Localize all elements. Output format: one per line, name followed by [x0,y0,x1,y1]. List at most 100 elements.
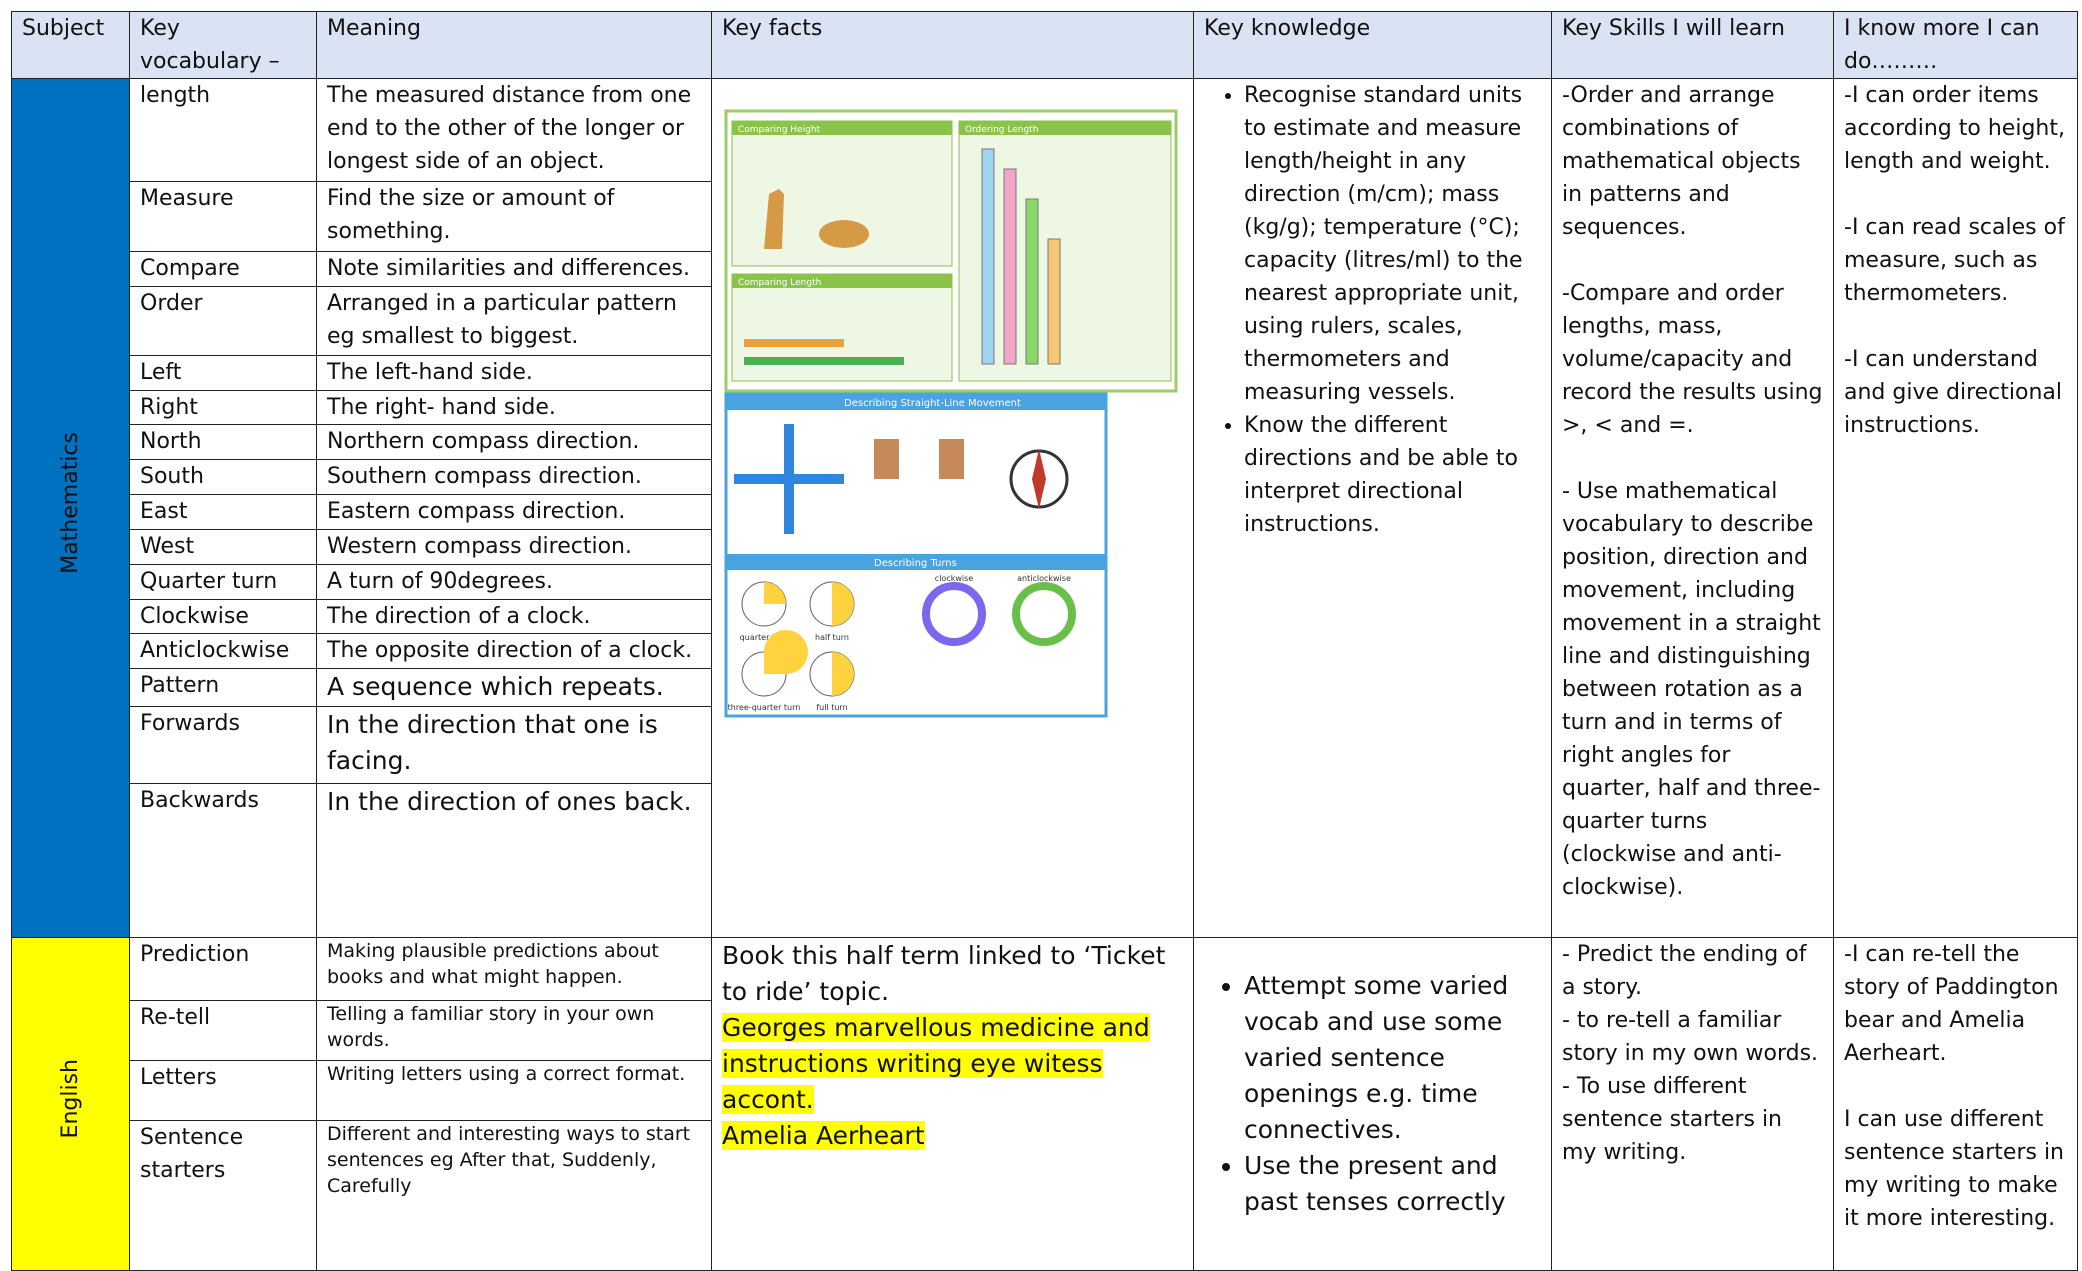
i-know-item: -I can re-tell the story of Paddington b… [1844,942,2059,1066]
vocab-meaning: Eastern compass direction. [316,494,712,530]
length-bar [981,148,995,365]
key-facts-image: Comparing Height Ordering Length Comparing… [724,109,1178,718]
panel-title: Comparing Height [738,125,820,135]
skill-item: -Compare and order lengths, mass, volume… [1562,281,1823,438]
vocab-meaning: In the direction of ones back. [316,783,712,938]
vocab-term: Pattern [129,668,317,708]
vocab-term: Quarter turn [129,563,317,600]
skill-item: - Use mathematical vocabulary to describ… [1562,479,1821,900]
column-header: Key facts [711,11,1194,79]
vocab-row: Measure Find the size or amount of someth… [12,180,2078,253]
vocab-meaning: A turn of 90degrees. [316,563,712,600]
column-header: Key knowledge [1193,11,1552,79]
highlighted-text: Georges marvellous medicine and instruct… [722,1013,1150,1114]
panel-header [732,274,952,288]
skill-item: - to re-tell a familiar story in my own … [1562,1008,1819,1066]
vocab-row: Anticlockwise The opposite direction of a… [12,633,2078,670]
vocab-row: Re-tell Telling a familiar story in your … [12,1000,2078,1061]
column-header: Key vocabulary – [129,11,317,79]
vocab-term: Letters [129,1060,317,1121]
topic-table: Subject Key vocabulary – Meaning Key facts K… [11,11,2078,1271]
panel-header [959,121,1171,135]
vocab-row: East Eastern compass direction. [12,494,2078,530]
key-skills-cell: - Predict the ending of a story. - to re-… [1551,937,1834,1271]
subject-label: English [58,1059,83,1139]
column-header: I know more I can do……… [1833,11,2078,79]
vocab-term: Measure [129,180,317,253]
vocab-meaning: Northern compass direction. [316,424,712,461]
skill-item: -Order and arrange combinations of mathe… [1562,83,1801,240]
vocab-term: Left [129,354,317,391]
vocab-meaning: The direction of a clock. [316,598,712,635]
hands [874,439,964,479]
key-knowledge-cell: Recognise standard units to estimate and… [1193,78,1552,938]
vocab-meaning: Southern compass direction. [316,459,712,496]
vocab-term: Order [129,286,317,356]
knowledge-list: Attempt some varied vocab and use some v… [1204,968,1541,1220]
knowledge-item: Attempt some varied vocab and use some v… [1244,968,1541,1148]
vocab-meaning: The measured distance from one end to th… [316,78,712,182]
vocab-meaning: Writing letters using a correct format. [316,1060,712,1121]
vocab-row: Letters Writing letters using a correct f… [12,1060,2078,1121]
vocab-meaning: Making plausible predictions about books… [316,937,712,1001]
key-facts-cell: Book this half term linked to ‘Ticket to… [711,937,1194,1271]
column-header: Subject [11,11,130,79]
rotation-ring [922,582,986,646]
vocab-term: Anticlockwise [129,633,317,670]
vocab-meaning: Find the size or amount of something. [316,180,712,253]
vocab-term: Backwards [129,783,317,938]
direction-label: anticlockwise [1017,574,1071,583]
vocab-term: length [129,78,317,182]
panel-title: Comparing Length [738,278,821,288]
highlighted-text: Amelia Aerheart [722,1121,925,1150]
knowledge-list: Recognise standard units to estimate and… [1204,80,1541,542]
vocab-meaning: Arranged in a particular pattern eg smal… [316,286,712,356]
vocab-row: Compare Note similarities and differences… [12,251,2078,288]
column-header: Meaning [316,11,712,79]
vocab-term: South [129,459,317,496]
vocab-meaning: Different and interesting ways to start … [316,1120,712,1271]
vocab-term: Right [129,389,317,426]
vocab-term: Forwards [129,706,317,785]
vocab-meaning: Telling a familiar story in your own wor… [316,1000,712,1061]
vocab-row: North Northern compass direction. [12,424,2078,461]
turn-fill [764,630,808,674]
i-know-cell: -I can re-tell the story of Paddington b… [1833,937,2078,1271]
compass-needle [1032,449,1046,509]
vocab-row: Forwards In the direction that one is fac… [12,706,2078,785]
lion [819,220,869,248]
panel-header [726,394,1106,410]
length-bar [1047,238,1061,365]
vocab-row: Order Arranged in a particular pattern eg… [12,286,2078,356]
turn-fill [764,582,786,604]
turn-label: quarter turn [740,633,789,642]
vocab-row: South Southern compass direction. [12,459,2078,496]
vocab-term: Clockwise [129,598,317,635]
vocab-meaning: The left-hand side. [316,354,712,391]
i-know-item: I can use different sentence starters in… [1844,1107,2064,1231]
header-row: Subject Key vocabulary – Meaning Key facts K… [11,11,2078,79]
vocab-term: Compare [129,251,317,288]
direction-label: clockwise [935,574,973,583]
subject-label: Mathematics [58,432,83,574]
column-header: Key Skills I will learn [1551,11,1834,79]
giraffe [764,189,784,249]
vocab-row: Clockwise The direction of a clock. [12,598,2078,635]
vocab-row: Mathematics length The measured distance f… [11,78,2078,938]
i-know-item: -I can order items according to height, … [1844,83,2065,174]
highlight-line: Georges marvellous medicine and instruct… [722,1010,1183,1118]
vocab-meaning: The opposite direction of a clock. [316,633,712,670]
vocab-term: West [129,528,317,565]
i-know-item: -I can understand and give directional i… [1844,347,2063,438]
vocab-meaning: A sequence which repeats. [316,668,712,708]
subject-cell: Mathematics [11,78,130,938]
i-know-item: -I can read scales of measure, such as t… [1844,215,2065,306]
turn-fill [832,652,854,696]
vocab-term: East [129,494,317,530]
turn-label: half turn [815,633,849,642]
vocab-row: West Western compass direction. [12,528,2078,565]
skill-item: - Predict the ending of a story. [1562,942,1807,1000]
panel-title: Describing Straight-Line Movement [844,398,1021,409]
panel-header [732,121,952,135]
length-bar [1003,168,1017,365]
